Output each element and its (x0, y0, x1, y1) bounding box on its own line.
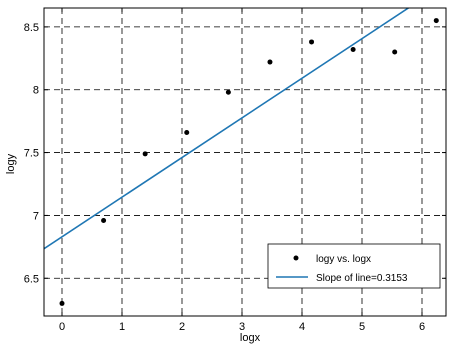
data-point (59, 300, 65, 306)
data-point (392, 49, 398, 55)
y-tick-label: 8 (33, 85, 39, 97)
data-point (101, 217, 107, 223)
legend: logy vs. logx Slope of line=0.3153 (267, 243, 441, 289)
grid (44, 8, 446, 316)
y-axis-label: logy (5, 153, 17, 174)
legend-scatter-label: logy vs. logx (316, 254, 371, 265)
x-tick-label: 0 (59, 321, 65, 333)
legend-line-label: Slope of line=0.3153 (316, 273, 408, 284)
x-axis-label: logx (240, 332, 261, 344)
data-point (309, 39, 315, 45)
y-axis-ticks: 6.5 7 7.5 8 8.5 (24, 22, 446, 285)
fit-line (44, 8, 410, 250)
data-point (184, 129, 190, 135)
data-point (225, 89, 231, 95)
legend-box (267, 243, 441, 289)
fit-line-layer (44, 8, 410, 250)
legend-scatter-marker (293, 255, 299, 261)
data-point (142, 151, 148, 157)
x-tick-label: 1 (119, 321, 125, 333)
data-point (433, 18, 439, 24)
y-tick-label: 8.5 (24, 22, 39, 34)
x-tick-label: 2 (179, 321, 185, 333)
x-tick-label: 5 (359, 321, 365, 333)
data-point (350, 46, 356, 52)
y-tick-label: 7 (33, 210, 39, 222)
plot-frame (43, 7, 447, 317)
x-tick-label: 4 (299, 321, 305, 333)
x-axis-ticks: 0 1 2 3 4 5 6 (59, 8, 425, 333)
y-tick-label: 7.5 (24, 148, 39, 160)
x-tick-label: 6 (419, 321, 425, 333)
x-tick-label: 3 (239, 321, 245, 333)
scatter-points (59, 18, 439, 306)
data-point (267, 59, 273, 65)
y-tick-label: 6.5 (24, 273, 39, 285)
